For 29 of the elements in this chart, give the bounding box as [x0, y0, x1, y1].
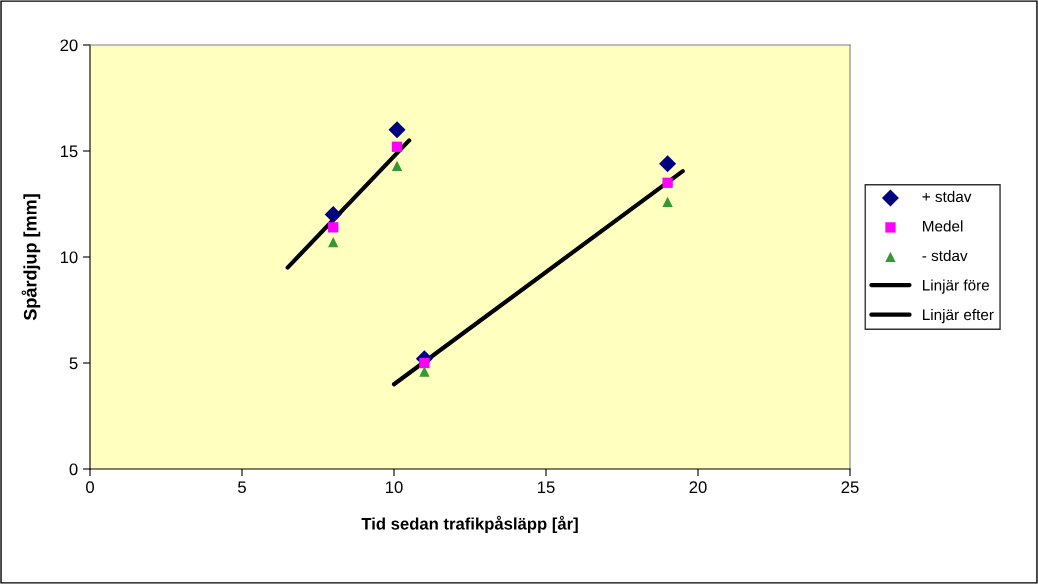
- point: [659, 155, 677, 173]
- legend-label: + stdav: [922, 190, 972, 203]
- legend-label: Medel: [923, 220, 963, 232]
- legend-label: Linjär före: [923, 279, 990, 294]
- legend-label: - stdav: [922, 249, 968, 262]
- y-axis-title: Spårdjup [mm]: [21, 194, 41, 321]
- y-tick-label: 5: [69, 357, 78, 370]
- point: [328, 222, 339, 233]
- x-axis-title: Tid sedan trafikpåsläpp [år]: [361, 515, 578, 533]
- x-tick-label: 5: [238, 481, 246, 494]
- y-tick-label: 15: [60, 145, 78, 158]
- point: [391, 141, 403, 152]
- point: [388, 121, 406, 139]
- x-tick-label: 0: [86, 481, 94, 494]
- point: [662, 177, 673, 188]
- y-tick-label: 20: [60, 39, 78, 52]
- point: [324, 206, 342, 224]
- x-tick-label: 15: [538, 481, 555, 494]
- point: [391, 160, 403, 171]
- point: [419, 366, 430, 377]
- x-tick-label: 10: [386, 481, 403, 494]
- point: [419, 357, 430, 369]
- y-tick-label: 0: [69, 463, 78, 476]
- y-tick-label: 10: [60, 251, 78, 264]
- x-tick-label: 20: [689, 481, 707, 494]
- point: [328, 237, 339, 248]
- legend-label: Linjär efter: [923, 308, 994, 324]
- point: [662, 196, 673, 208]
- x-tick-label: 25: [841, 481, 859, 494]
